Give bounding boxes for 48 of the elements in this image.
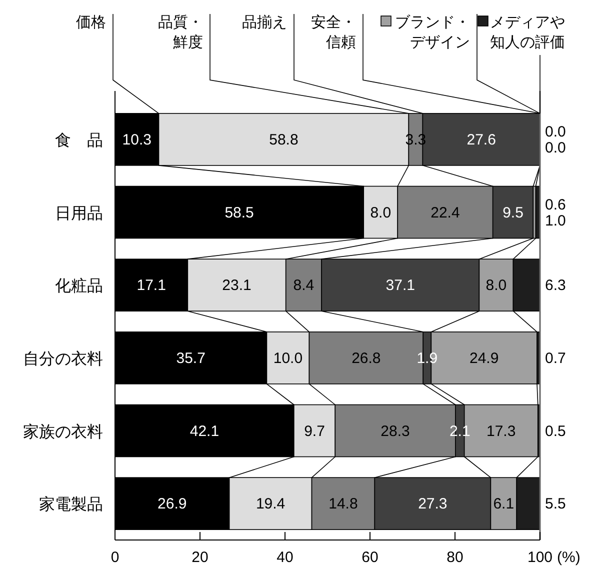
data-label: 35.7 bbox=[176, 350, 206, 367]
data-label: 26.8 bbox=[352, 350, 381, 367]
data-label: 24.9 bbox=[470, 350, 499, 367]
data-label: 1.0 bbox=[545, 212, 566, 230]
x-tick-label: 60 bbox=[362, 549, 378, 566]
data-label: 0.0 bbox=[545, 139, 566, 156]
data-label: 26.9 bbox=[158, 496, 187, 513]
data-label: 28.3 bbox=[380, 422, 410, 440]
y-tick-label: 自分の衣料 bbox=[23, 350, 103, 368]
data-label: 58.8 bbox=[269, 131, 298, 148]
data-label: 9.5 bbox=[502, 204, 524, 222]
data-label: 0.0 bbox=[545, 123, 566, 140]
x-tick-label: 80 bbox=[446, 549, 464, 566]
data-label: 14.8 bbox=[328, 496, 358, 513]
y-tick-label: 日用品 bbox=[55, 205, 103, 222]
data-label: 0.6 bbox=[545, 196, 566, 214]
data-label: 8.0 bbox=[370, 204, 392, 222]
data-label: 17.3 bbox=[486, 422, 516, 440]
data-label: 0.7 bbox=[545, 350, 566, 367]
data-label: 6.1 bbox=[493, 496, 514, 513]
legend-label: ブランド・デザイン bbox=[395, 14, 470, 51]
data-label: 23.1 bbox=[222, 277, 252, 294]
data-label: 22.4 bbox=[430, 204, 460, 222]
data-label: 8.4 bbox=[293, 277, 314, 294]
data-label: 8.0 bbox=[486, 277, 507, 294]
data-label: 10.0 bbox=[273, 350, 303, 367]
y-tick-label: 家族の衣料 bbox=[23, 422, 103, 441]
data-label: 27.3 bbox=[418, 496, 448, 513]
x-tick-label: 0 bbox=[110, 549, 120, 566]
data-label: 27.6 bbox=[466, 131, 496, 148]
data-label: 37.1 bbox=[386, 277, 415, 294]
data-label: 9.7 bbox=[304, 422, 325, 440]
data-label: 42.1 bbox=[190, 422, 220, 440]
data-label: 19.4 bbox=[256, 496, 286, 513]
data-label: 5.5 bbox=[545, 496, 566, 513]
data-label: 6.3 bbox=[545, 277, 566, 294]
data-label: 0.5 bbox=[545, 422, 566, 440]
y-tick-label: 家電製品 bbox=[39, 496, 103, 514]
x-tick-label: 40 bbox=[276, 549, 294, 566]
y-tick-label: 化粧品 bbox=[55, 277, 103, 296]
x-tick-label: 100 bbox=[527, 549, 553, 566]
data-label: 17.1 bbox=[136, 277, 166, 294]
x-tick-label: 20 bbox=[192, 549, 208, 566]
x-axis-title: (%) bbox=[557, 549, 580, 566]
legend-label: メディアや知人の評価 bbox=[490, 14, 565, 51]
data-label: 10.3 bbox=[122, 131, 152, 148]
data-label: 58.5 bbox=[224, 204, 254, 222]
y-tick-label: 食 品 bbox=[55, 131, 103, 150]
